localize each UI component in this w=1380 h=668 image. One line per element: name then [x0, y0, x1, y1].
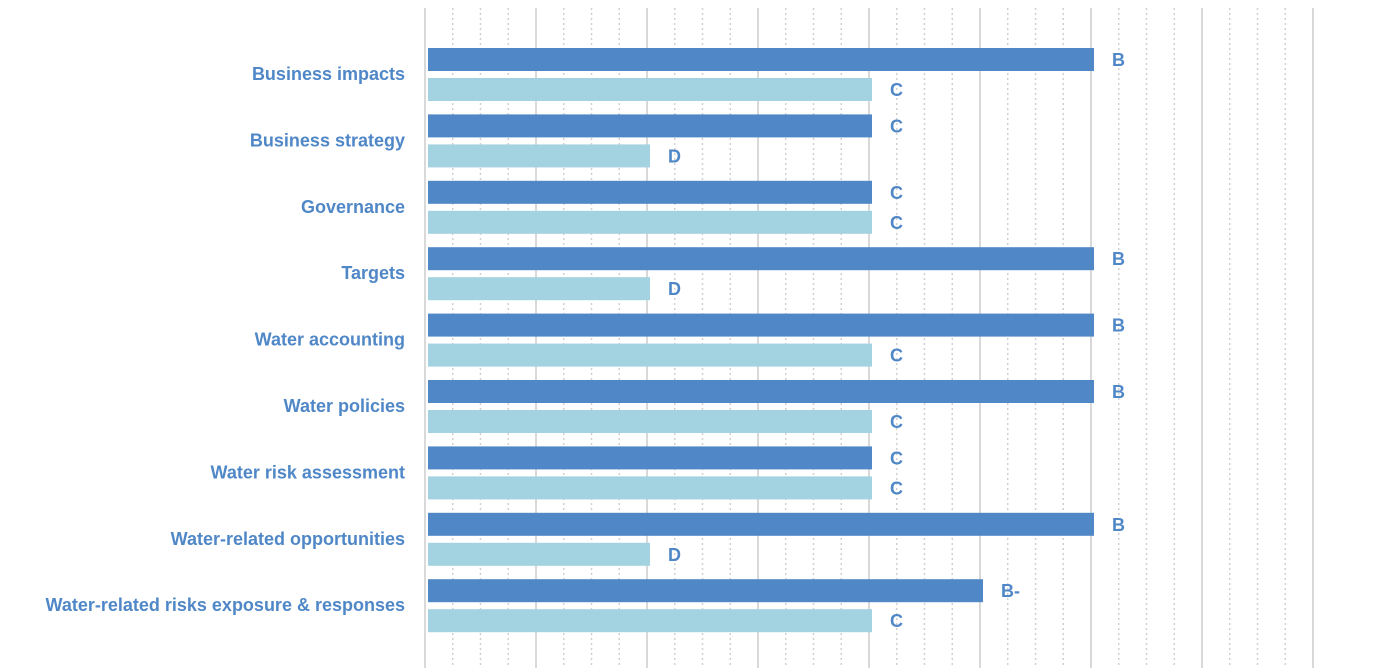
category-label: Water accounting: [255, 330, 405, 350]
category-label: Water policies: [284, 396, 405, 416]
bar: [428, 410, 872, 433]
bar-value-label: C: [890, 346, 903, 366]
category-label: Water-related risks exposure & responses: [46, 595, 405, 615]
bar-value-label: D: [668, 146, 681, 166]
bar-value-label: D: [668, 279, 681, 299]
bar-value-label: C: [890, 478, 903, 498]
bar-value-label: B-: [1001, 581, 1020, 601]
bar: [428, 180, 872, 204]
category-label: Business impacts: [252, 64, 405, 84]
bar-value-label: B: [1112, 382, 1125, 402]
bar: [428, 343, 872, 367]
category-label: Targets: [341, 263, 405, 283]
bar-value-label: C: [890, 448, 903, 468]
bar: [428, 512, 1094, 536]
bar: [428, 210, 872, 234]
bar-value-label: D: [668, 545, 681, 565]
category-label: Governance: [301, 197, 405, 217]
bar: [428, 144, 650, 168]
category-label: Water-related opportunities: [171, 529, 405, 549]
bar-value-label: C: [890, 116, 903, 136]
bar-value-label: B: [1112, 249, 1125, 269]
bar-value-label: B: [1112, 515, 1125, 535]
bar-value-label: C: [890, 611, 903, 631]
bar-value-label: C: [890, 412, 903, 432]
bar: [428, 542, 650, 566]
bar-value-label: B: [1112, 316, 1125, 336]
bar: [428, 277, 650, 301]
category-label: Water risk assessment: [211, 462, 405, 482]
bar-value-label: C: [890, 80, 903, 100]
bar-value-label: C: [890, 213, 903, 233]
bar-value-label: C: [890, 183, 903, 203]
bar: [428, 476, 872, 500]
bar: [428, 380, 1094, 403]
bar: [428, 48, 1094, 71]
category-labels: Business impacts Business strategy Governa…: [46, 64, 405, 615]
bar: [428, 114, 872, 138]
category-label: Business strategy: [250, 130, 405, 150]
bars: [428, 48, 1094, 633]
gridlines: [424, 8, 1314, 668]
bar: [428, 313, 1094, 337]
bar: [428, 446, 872, 470]
bar: [428, 579, 983, 603]
bar: [428, 247, 1094, 271]
bar-value-label: B: [1112, 50, 1125, 70]
bar: [428, 78, 872, 101]
bar: [428, 609, 872, 633]
